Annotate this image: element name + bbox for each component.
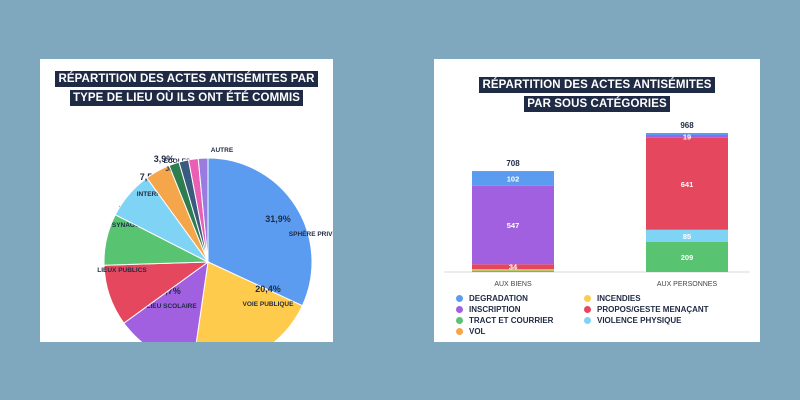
pie-chart: 31,9%SPHÈRE PRIVÉE20,4%VOIE PUBLIQUE12,7… xyxy=(97,147,333,342)
bar-data-label: 102 xyxy=(507,174,520,183)
bar-segment xyxy=(646,135,728,138)
pie-slice-label: SYNAGOGUE xyxy=(112,222,155,229)
bar-segment xyxy=(472,270,554,272)
bar-title-line-2: PAR SOUS CATÉGORIES xyxy=(524,96,670,112)
pie-chart-title: RÉPARTITION DES ACTES ANTISÉMITES PAR TY… xyxy=(40,69,333,107)
legend-item: INCENDIES xyxy=(584,293,734,303)
pie-slice-label: ECOLES xyxy=(164,158,191,165)
legend-item: PROPOS/GESTE MENAÇANT xyxy=(584,304,734,314)
bar-data-label: 641 xyxy=(681,180,694,189)
legend-item: VOL xyxy=(456,326,584,336)
legend-item: DEGRADATION xyxy=(456,293,584,303)
pie-value-label: 3,9% xyxy=(154,154,175,164)
legend-marker xyxy=(584,316,591,324)
bar-segment xyxy=(646,137,728,230)
bar-data-label: 85 xyxy=(683,232,691,241)
bar-title-line-1: RÉPARTITION DES ACTES ANTISÉMITES xyxy=(479,77,715,93)
legend-marker xyxy=(584,294,591,302)
pie-value-label: 20,4% xyxy=(255,284,281,294)
pie-slice xyxy=(207,157,313,307)
legend-item: INSCRIPTION xyxy=(456,304,584,314)
legend-marker xyxy=(456,327,463,335)
pie-slice-label: VOIE PUBLIQUE xyxy=(243,301,295,308)
bar-segment xyxy=(472,269,554,270)
bar-chart-title: RÉPARTITION DES ACTES ANTISÉMITES PAR SO… xyxy=(434,75,760,113)
bar-chart-legend: DEGRADATION INCENDIES INSCRIPTION PROPOS/GE… xyxy=(456,293,756,336)
pie-slice xyxy=(197,157,209,263)
bar-segment xyxy=(646,241,728,272)
bar-data-label: 209 xyxy=(681,253,694,262)
legend-item: VIOLENCE PHYSIQUE xyxy=(584,315,734,325)
pie-slice xyxy=(123,260,209,342)
pie-chart-panel: RÉPARTITION DES ACTES ANTISÉMITES PAR TY… xyxy=(40,59,333,342)
bar-data-label: 34 xyxy=(509,263,518,272)
legend-label: TRACT ET COURRIER xyxy=(469,315,554,325)
bar-total-label: 968 xyxy=(680,121,694,130)
pie-slice-label: AUTRE xyxy=(211,147,234,154)
legend-item: TRACT ET COURRIER xyxy=(456,315,584,325)
bar-segment xyxy=(646,229,728,242)
stacked-bar-chart: 708 AUX BIENS 34 547 102 968 AUX PERSONNES 85 20… xyxy=(444,121,750,288)
pie-value-label: 31,9% xyxy=(265,214,291,224)
bar-segment xyxy=(646,133,728,136)
x-tick-label: AUX BIENS xyxy=(494,281,532,288)
bar-segment xyxy=(472,269,554,271)
legend-marker xyxy=(456,316,463,324)
bar-segment xyxy=(472,185,554,265)
legend-marker xyxy=(584,305,591,313)
legend-marker xyxy=(456,294,463,302)
pie-slice-label: SPHÈRE PRIVÉE xyxy=(289,229,333,238)
legend-label: VIOLENCE PHYSIQUE xyxy=(597,315,682,325)
pie-title-line-2: TYPE DE LIEU OÙ ILS ONT ÉTÉ COMMIS xyxy=(69,90,304,106)
bar-data-label: 19 xyxy=(683,132,691,141)
legend-label: INCENDIES xyxy=(597,293,641,303)
bar-chart-panel: RÉPARTITION DES ACTES ANTISÉMITES PAR SO… xyxy=(434,59,760,342)
bar-segment xyxy=(472,264,554,270)
legend-label: DEGRADATION xyxy=(469,293,528,303)
pie-slice-label: INTERNET xyxy=(137,191,170,198)
legend-label: INSCRIPTION xyxy=(469,304,521,314)
legend-label: VOL xyxy=(469,326,486,336)
pie-title-line-1: RÉPARTITION DES ACTES ANTISÉMITES PAR xyxy=(55,71,318,87)
bar-total-label: 708 xyxy=(506,159,520,168)
pie-slice-label: LIEUX PUBLICS xyxy=(97,267,147,274)
legend-label: PROPOS/GESTE MENAÇANT xyxy=(597,304,709,314)
pie-slice xyxy=(195,261,304,342)
pie-slice-label: MILIEU SCOLAIRE xyxy=(139,303,197,310)
bar-segment xyxy=(472,171,554,186)
bar-data-label: 547 xyxy=(507,221,520,230)
legend-marker xyxy=(456,305,463,313)
x-tick-label: AUX PERSONNES xyxy=(657,281,718,288)
